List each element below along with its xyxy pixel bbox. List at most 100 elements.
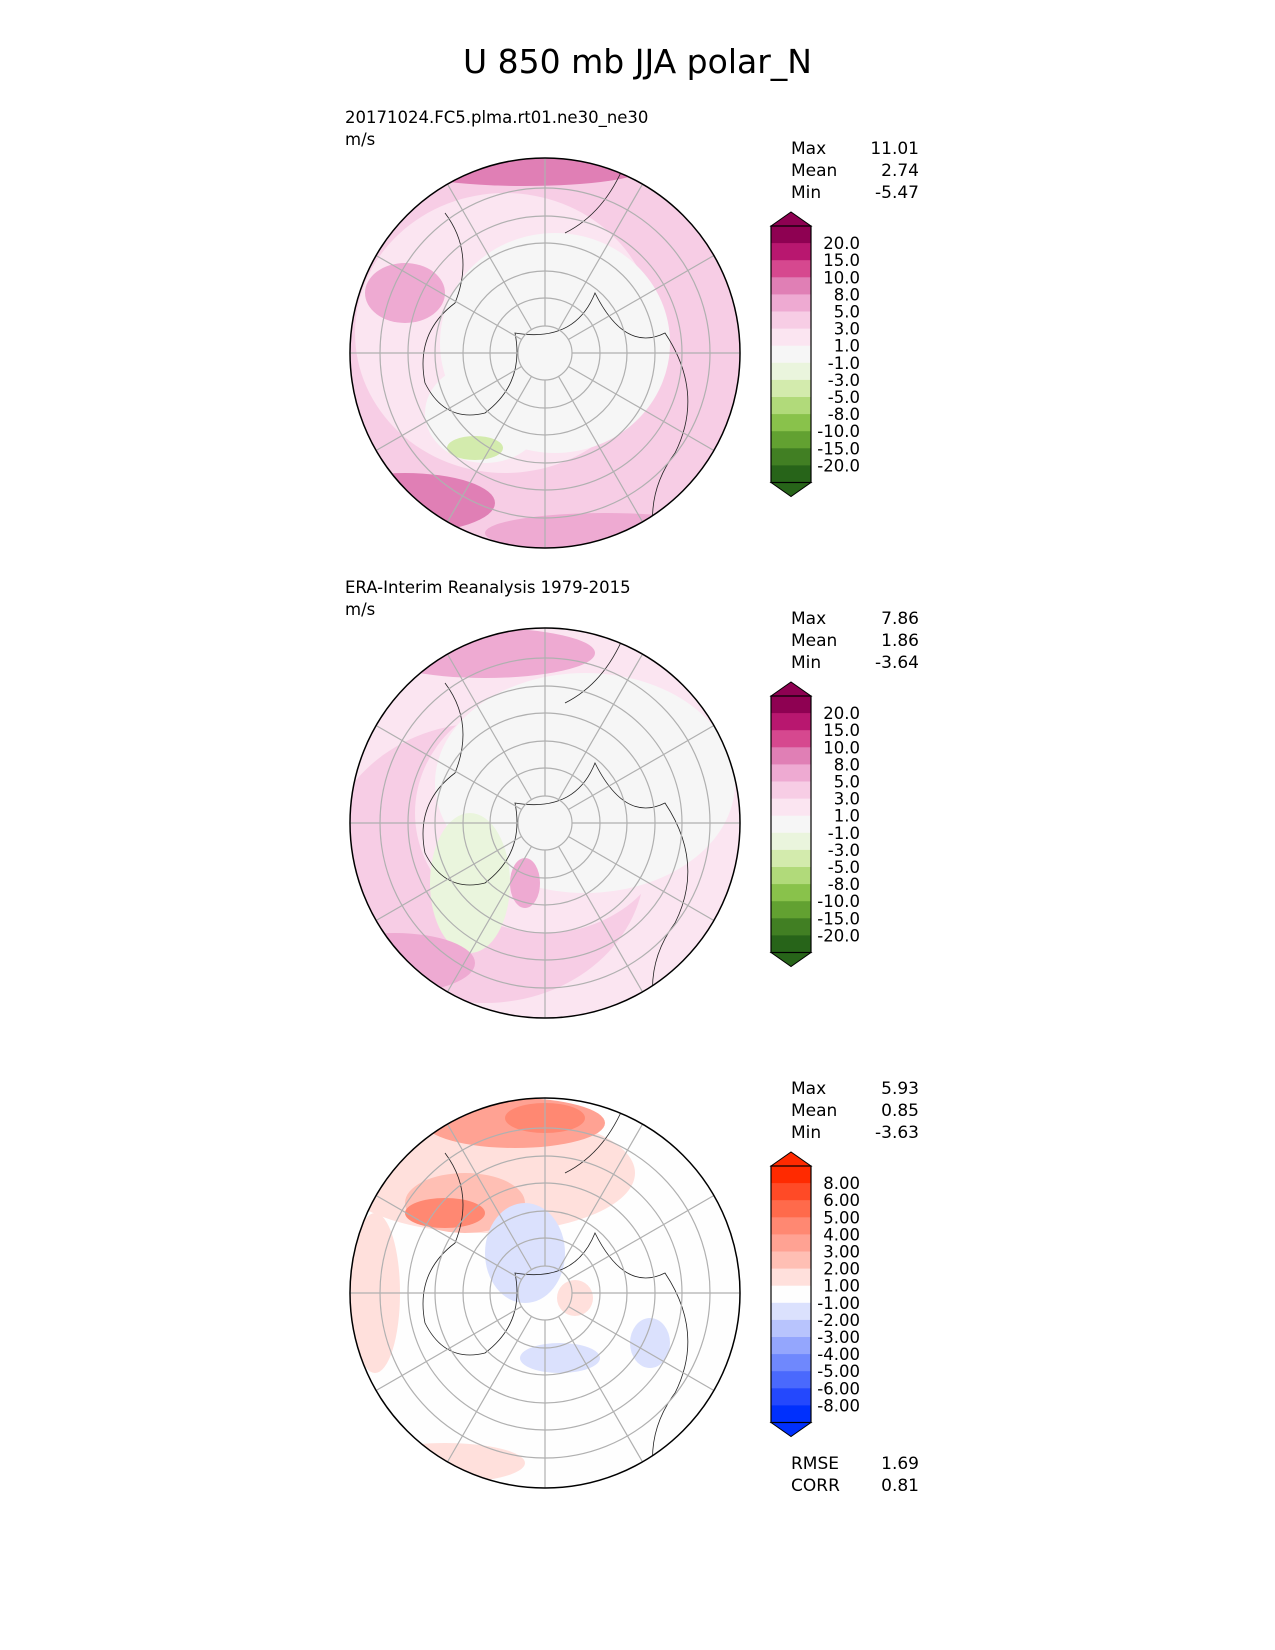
contour-region <box>350 473 495 533</box>
metric-label: CORR <box>791 1476 840 1496</box>
colorbar-tick-label: -1.00 <box>817 1294 860 1313</box>
colorbar-extend-min <box>769 482 813 498</box>
map-boundary <box>349 157 741 549</box>
panel1-title: 20171024.FC5.plma.rt01.ne30_ne30 <box>345 108 649 127</box>
map-boundary <box>349 1097 741 1489</box>
colorbar-bin <box>771 277 811 295</box>
colorbar-tick-label: -5.0 <box>828 388 860 407</box>
metric-rmse: 1.69 <box>881 1454 919 1474</box>
colorbar-tick-label: 2.00 <box>823 1260 860 1279</box>
longitude-line <box>446 1123 533 1270</box>
colorbar-tick-label: 8.0 <box>834 755 860 774</box>
colorbar-bin <box>771 781 811 800</box>
stat-max: 7.86 <box>881 609 919 629</box>
contour-region <box>365 1443 525 1483</box>
longitude-line <box>446 183 533 330</box>
colorbar-bin <box>771 397 811 415</box>
colorbar-bin <box>771 1285 811 1304</box>
metric-label: RMSE <box>791 1454 840 1474</box>
colorbar-outline <box>770 1165 812 1424</box>
colorbar-bin <box>771 448 811 466</box>
colorbar-tick-label: 1.00 <box>823 1277 860 1296</box>
colorbar-tick-label: 1.0 <box>834 807 860 826</box>
polar-map-2 <box>349 627 741 1019</box>
longitude-line <box>375 365 522 452</box>
longitude-line <box>568 254 715 341</box>
longitude-line <box>568 724 715 811</box>
colorbar-bin <box>771 1319 811 1338</box>
panel3-stats: Max 5.93 Mean 0.85 Min -3.63 <box>791 1078 919 1144</box>
colorbar-2: 20.015.010.08.05.03.01.0-1.0-3.0-5.0-8.0… <box>769 681 860 968</box>
polar-map-1 <box>349 157 741 549</box>
colorbar-bin <box>771 935 811 953</box>
longitude-line <box>568 1194 715 1281</box>
longitude-line <box>446 846 533 993</box>
colorbar-tick-label: -1.0 <box>828 824 860 843</box>
stat-max: 5.93 <box>881 1079 919 1099</box>
contour-region <box>510 858 540 908</box>
colorbar-tick-label: -15.0 <box>817 909 860 928</box>
colorbar-bin <box>771 465 811 483</box>
colorbar-tick-label: 10.0 <box>823 268 860 287</box>
colorbar-bin <box>771 1302 811 1321</box>
colorbar-bin <box>771 1234 811 1252</box>
colorbar-tick-label: 4.00 <box>823 1225 860 1244</box>
colorbar-tick-label: -1.0 <box>828 354 860 373</box>
colorbar-tick-label: 3.0 <box>834 320 860 339</box>
colorbar-tick-label: 5.0 <box>834 303 860 322</box>
colorbar-bin <box>771 713 811 731</box>
longitude-line <box>568 1305 715 1392</box>
colorbar-bin <box>771 345 811 364</box>
longitude-line <box>375 724 522 811</box>
colorbar-tick-label: -3.00 <box>817 1328 860 1347</box>
colorbar-outline <box>770 225 812 484</box>
colorbar-bin <box>771 294 811 312</box>
colorbar-tick-label: 6.00 <box>823 1191 860 1210</box>
colorbar-bin <box>771 243 811 261</box>
longitude-line <box>446 653 533 800</box>
stat-label: Min <box>791 653 822 673</box>
colorbar-tick-label: -5.00 <box>817 1362 860 1381</box>
colorbar-3: 8.006.005.004.003.002.001.00-1.00-2.00-3… <box>769 1151 860 1438</box>
colorbar-tick-label: -10.0 <box>817 892 860 911</box>
colorbar-bin <box>771 328 811 347</box>
colorbar-tick-label: 15.0 <box>823 721 860 740</box>
contour-region <box>375 628 595 678</box>
colorbar-tick-label: -20.0 <box>817 456 860 475</box>
contour-region <box>435 673 735 893</box>
colorbar-tick-label: -10.0 <box>817 422 860 441</box>
colorbar-tick-label: 5.0 <box>834 773 860 792</box>
colorbar-tick-label: 15.0 <box>823 251 860 270</box>
colorbar-bin <box>771 747 811 765</box>
polar-map-3 <box>349 1097 741 1489</box>
longitude-line <box>557 183 644 330</box>
longitude-line <box>375 835 522 922</box>
colorbar-bin <box>771 1337 811 1355</box>
stat-min: -3.63 <box>875 1123 919 1143</box>
contour-region <box>405 1198 485 1228</box>
colorbar-bin <box>771 867 811 885</box>
colorbar-bin <box>771 431 811 449</box>
colorbar-bin <box>771 696 811 714</box>
colorbar-tick-label: -8.0 <box>828 875 860 894</box>
stat-mean: 2.74 <box>881 161 919 181</box>
colorbar-tick-label: -6.00 <box>817 1379 860 1398</box>
colorbar-tick-label: -4.00 <box>817 1345 860 1364</box>
longitude-line <box>568 835 715 922</box>
field-contours <box>350 158 740 548</box>
colorbar-tick-label: 8.00 <box>823 1174 860 1193</box>
colorbar-tick-label: 20.0 <box>823 234 860 253</box>
longitude-line <box>557 376 644 523</box>
stat-label: Max <box>791 139 827 159</box>
colorbar-bin <box>771 1354 811 1372</box>
colorbar-extend-max <box>769 1151 813 1167</box>
colorbar-bin <box>771 1371 811 1389</box>
colorbar-bin <box>771 1268 811 1287</box>
colorbar-bin <box>771 884 811 902</box>
contour-region <box>447 436 503 460</box>
longitude-line <box>375 1305 522 1392</box>
graticule <box>350 628 740 1018</box>
colorbar-bin <box>771 1183 811 1201</box>
stat-label: Mean <box>791 1101 838 1121</box>
